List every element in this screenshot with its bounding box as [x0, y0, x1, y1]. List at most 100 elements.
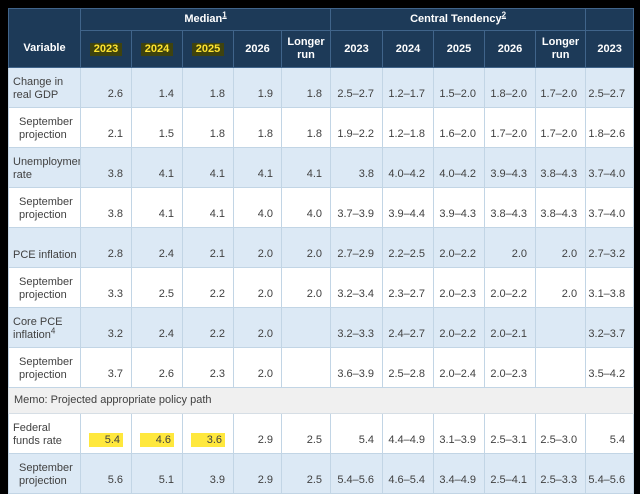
value-cell: 2.0–2.2 — [433, 307, 486, 348]
value-cell: 3.8 — [80, 187, 132, 228]
table-row: September projection 3.8 4.1 4.1 4.0 4.0 3.7–3… — [8, 187, 635, 228]
value-cell — [535, 347, 587, 388]
value-cell: 3.3 — [80, 267, 132, 308]
value-cell: 2.5–3.0 — [535, 413, 587, 454]
value-cell: 2.0 — [233, 347, 282, 388]
value-cell: 2.5–2.7 — [585, 67, 635, 108]
variable-header: Variable — [8, 8, 81, 68]
row-label: Core PCE inflation4 — [8, 307, 81, 348]
value-cell: 1.5–2.0 — [433, 67, 486, 108]
value-cell: 3.8–4.3 — [535, 147, 587, 188]
value-cell: 1.7–2.0 — [484, 107, 537, 148]
highlighted-year: 2023 — [89, 42, 123, 56]
value-cell: 2.0 — [280, 267, 332, 308]
value-cell: 1.8–2.0 — [484, 67, 537, 108]
range-year-header: 2023 — [585, 30, 635, 68]
value-cell: 3.7–4.0 — [585, 147, 635, 188]
value-cell: 2.5–3.1 — [484, 413, 537, 454]
footnote-1-link[interactable]: 1 — [222, 10, 227, 20]
value-cell: 2.2 — [182, 307, 234, 348]
value-cell: 3.6 — [182, 413, 234, 454]
row-label: Unemployment rate — [8, 147, 81, 188]
value-cell: 3.5–4.2 — [585, 347, 635, 388]
median-group-header: Median1 — [79, 8, 332, 31]
header-group-row: Variable Median1 Central Tendency2 — [8, 8, 635, 68]
value-cell: 1.7–2.0 — [535, 107, 587, 148]
value-cell: 3.4–4.9 — [433, 453, 486, 494]
value-cell: 2.5–2.8 — [382, 347, 435, 388]
value-cell: 2.9 — [233, 453, 282, 494]
value-cell: 1.9 — [233, 67, 282, 108]
highlighted-value: 3.6 — [190, 433, 225, 447]
value-cell: 2.2 — [182, 267, 234, 308]
central-tendency-year-header: Longer run — [535, 30, 587, 68]
value-cell: 1.2–1.8 — [382, 107, 435, 148]
table-row: PCE inflation 2.8 2.4 2.1 2.0 2.0 2.7–2.9 2.2–2… — [8, 227, 635, 268]
value-cell: 3.1–3.9 — [433, 413, 486, 454]
value-cell: 2.0 — [535, 227, 587, 268]
row-label: September projection — [8, 453, 81, 494]
value-cell: 1.8–2.6 — [585, 107, 635, 148]
value-cell: 2.3–2.7 — [382, 267, 435, 308]
table-row: Core PCE inflation4 3.2 2.4 2.2 2.0 3.2–3.3 2.… — [8, 307, 635, 348]
value-cell: 4.1 — [131, 147, 183, 188]
value-cell: 2.2–2.5 — [382, 227, 435, 268]
central-tendency-year-header: 2024 — [382, 30, 435, 68]
value-cell — [280, 347, 332, 388]
value-cell: 5.4 — [330, 413, 384, 454]
row-label: September projection — [8, 267, 81, 308]
value-cell: 2.0 — [233, 267, 282, 308]
median-group-label: Median — [184, 13, 223, 25]
value-cell: 1.8 — [280, 67, 332, 108]
value-cell: 2.3 — [182, 347, 234, 388]
value-cell: 2.0–2.3 — [484, 347, 537, 388]
table-row: September projection 2.1 1.5 1.8 1.8 1.8 1.9–2… — [8, 107, 635, 148]
value-cell: 2.5 — [280, 413, 332, 454]
value-cell: 3.8–4.3 — [484, 187, 537, 228]
value-cell: 5.6 — [80, 453, 132, 494]
value-cell: 1.9–2.2 — [330, 107, 384, 148]
row-label: Federal funds rate — [8, 413, 81, 454]
value-cell: 1.6–2.0 — [433, 107, 486, 148]
value-cell: 2.0 — [484, 227, 537, 268]
central-tendency-group-label: Central Tendency — [410, 13, 502, 25]
value-cell: 3.7–3.9 — [330, 187, 384, 228]
value-cell: 2.0–2.2 — [484, 267, 537, 308]
value-cell: 2.4 — [131, 227, 183, 268]
table-row: September projection 3.7 2.6 2.3 2.0 3.6–3.9 2… — [8, 347, 635, 388]
value-cell: 4.0 — [233, 187, 282, 228]
value-cell: 2.1 — [80, 107, 132, 148]
value-cell: 5.1 — [131, 453, 183, 494]
projections-table: Variable Median1 Central Tendency2 2023 2… — [7, 8, 635, 494]
footnote-2-link[interactable]: 2 — [501, 10, 507, 20]
highlighted-year: 2025 — [191, 42, 225, 56]
value-cell: 2.5 — [131, 267, 183, 308]
value-cell: 3.9 — [182, 453, 234, 494]
median-year-header: 2025 — [182, 30, 234, 68]
value-cell: 1.8 — [280, 107, 332, 148]
median-year-header: Longer run — [280, 30, 332, 68]
value-cell: 1.8 — [233, 107, 282, 148]
value-cell: 4.0–4.2 — [382, 147, 435, 188]
value-cell: 2.0–2.3 — [433, 267, 486, 308]
value-cell: 2.7–3.2 — [585, 227, 635, 268]
footnote-4-link[interactable]: 4 — [50, 326, 56, 336]
value-cell: 4.4–4.9 — [382, 413, 435, 454]
value-cell: 2.6 — [131, 347, 183, 388]
value-cell: 5.4–5.6 — [330, 453, 384, 494]
value-cell: 2.7–2.9 — [330, 227, 384, 268]
value-cell: 3.9–4.4 — [382, 187, 435, 228]
row-label: PCE inflation — [8, 227, 81, 268]
value-cell: 2.5 — [280, 453, 332, 494]
value-cell: 3.9–4.3 — [484, 147, 537, 188]
row-label: September projection — [8, 187, 81, 228]
value-cell: 3.2–3.4 — [330, 267, 384, 308]
value-cell: 3.8 — [80, 147, 132, 188]
value-cell: 1.4 — [131, 67, 183, 108]
value-cell: 3.7 — [80, 347, 132, 388]
highlighted-year: 2024 — [140, 42, 174, 56]
value-cell: 2.0–2.2 — [433, 227, 486, 268]
value-cell: 5.4 — [80, 413, 132, 454]
value-cell: 1.7–2.0 — [535, 67, 587, 108]
value-cell: 3.2 — [80, 307, 132, 348]
